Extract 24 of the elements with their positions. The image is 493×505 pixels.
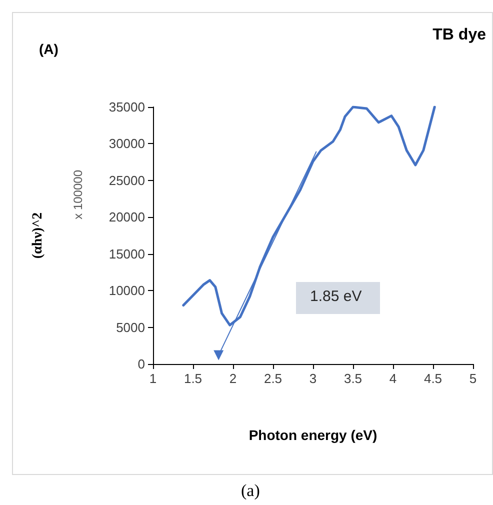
y-tick-label: 0 bbox=[138, 356, 145, 372]
y-tick-label: 5000 bbox=[116, 320, 145, 335]
x-tick-label: 2.5 bbox=[264, 371, 282, 386]
y-tick-label: 15000 bbox=[108, 246, 145, 262]
x-tick-label: 2 bbox=[229, 371, 237, 386]
text: x 100000 bbox=[71, 170, 85, 220]
x-tick-label: 3.5 bbox=[344, 371, 362, 386]
chart-subtitle: TB dye bbox=[432, 26, 486, 44]
annotation: 1.85 eV bbox=[310, 288, 362, 305]
y-tick-label: 35000 bbox=[108, 100, 145, 114]
x-tick-label: 4 bbox=[389, 371, 397, 386]
x-tick-label: 1 bbox=[149, 371, 157, 386]
y-tick-label: 20000 bbox=[108, 210, 145, 225]
x-tick-label: 1.5 bbox=[184, 371, 202, 386]
x-tick-label: 4.5 bbox=[424, 371, 442, 386]
y-tick-label: 30000 bbox=[108, 136, 145, 152]
x-axis-title: Photon energy (eV) bbox=[248, 427, 378, 443]
text: (a) bbox=[241, 481, 260, 500]
y-axis-title: (αhν)^2 bbox=[30, 212, 46, 259]
y-tick-label: 25000 bbox=[108, 172, 145, 188]
y-tick-label: 10000 bbox=[108, 283, 145, 298]
x-tick-label: 3 bbox=[309, 371, 317, 386]
chart-title: (A) bbox=[39, 41, 58, 57]
x-tick-label: 5 bbox=[469, 371, 477, 386]
